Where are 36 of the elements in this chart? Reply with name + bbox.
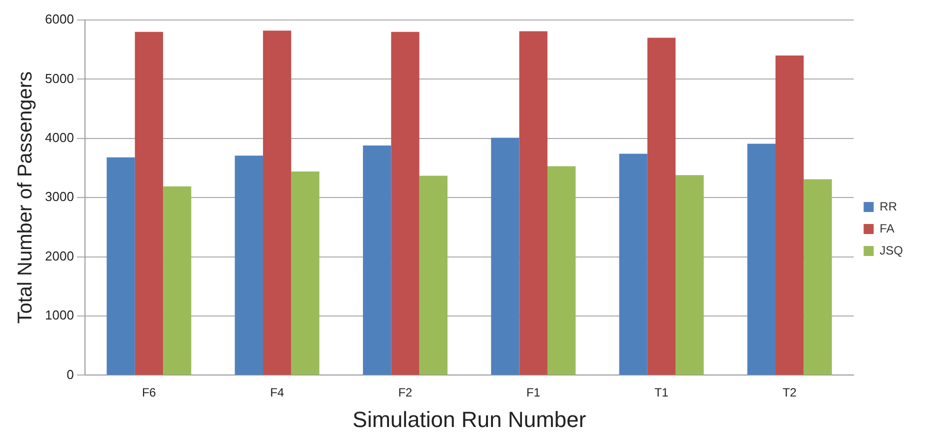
legend-label: FA <box>880 221 894 236</box>
legend-label: JSQ <box>880 243 904 258</box>
y-axis-title: Total Number of Passengers <box>14 71 37 324</box>
bar <box>491 138 520 375</box>
x-tick-label: F2 <box>398 386 413 400</box>
bar <box>747 144 776 375</box>
bar <box>519 31 548 375</box>
y-tick-label: 3000 <box>45 189 74 204</box>
bar <box>106 157 135 375</box>
y-tick-label: 0 <box>66 366 74 382</box>
x-tick-label: T1 <box>654 386 669 400</box>
bar <box>676 175 704 375</box>
y-tick-label: 4000 <box>45 130 74 145</box>
x-tick-label: F6 <box>142 386 156 400</box>
x-axis-title: Simulation Run Number <box>352 406 586 432</box>
y-tick-label: 5000 <box>45 70 74 86</box>
x-tick-label: F1 <box>526 386 541 400</box>
bar <box>163 186 192 375</box>
bar <box>362 146 392 375</box>
x-tick-label: T2 <box>782 386 797 400</box>
y-tick-label: 2000 <box>45 248 74 264</box>
legend-label: RR <box>880 199 898 214</box>
bar <box>291 172 320 375</box>
bar <box>776 56 804 375</box>
bar <box>647 38 676 375</box>
y-tick-label: 1000 <box>45 308 74 323</box>
bar <box>419 176 448 375</box>
bar <box>263 30 292 375</box>
bar <box>804 179 832 375</box>
bar <box>391 32 420 375</box>
bar <box>134 32 164 375</box>
y-tick-label: 6000 <box>45 12 74 27</box>
x-tick-label: F4 <box>270 386 284 400</box>
bar <box>619 154 648 375</box>
bar <box>547 166 576 375</box>
bar <box>234 156 264 375</box>
